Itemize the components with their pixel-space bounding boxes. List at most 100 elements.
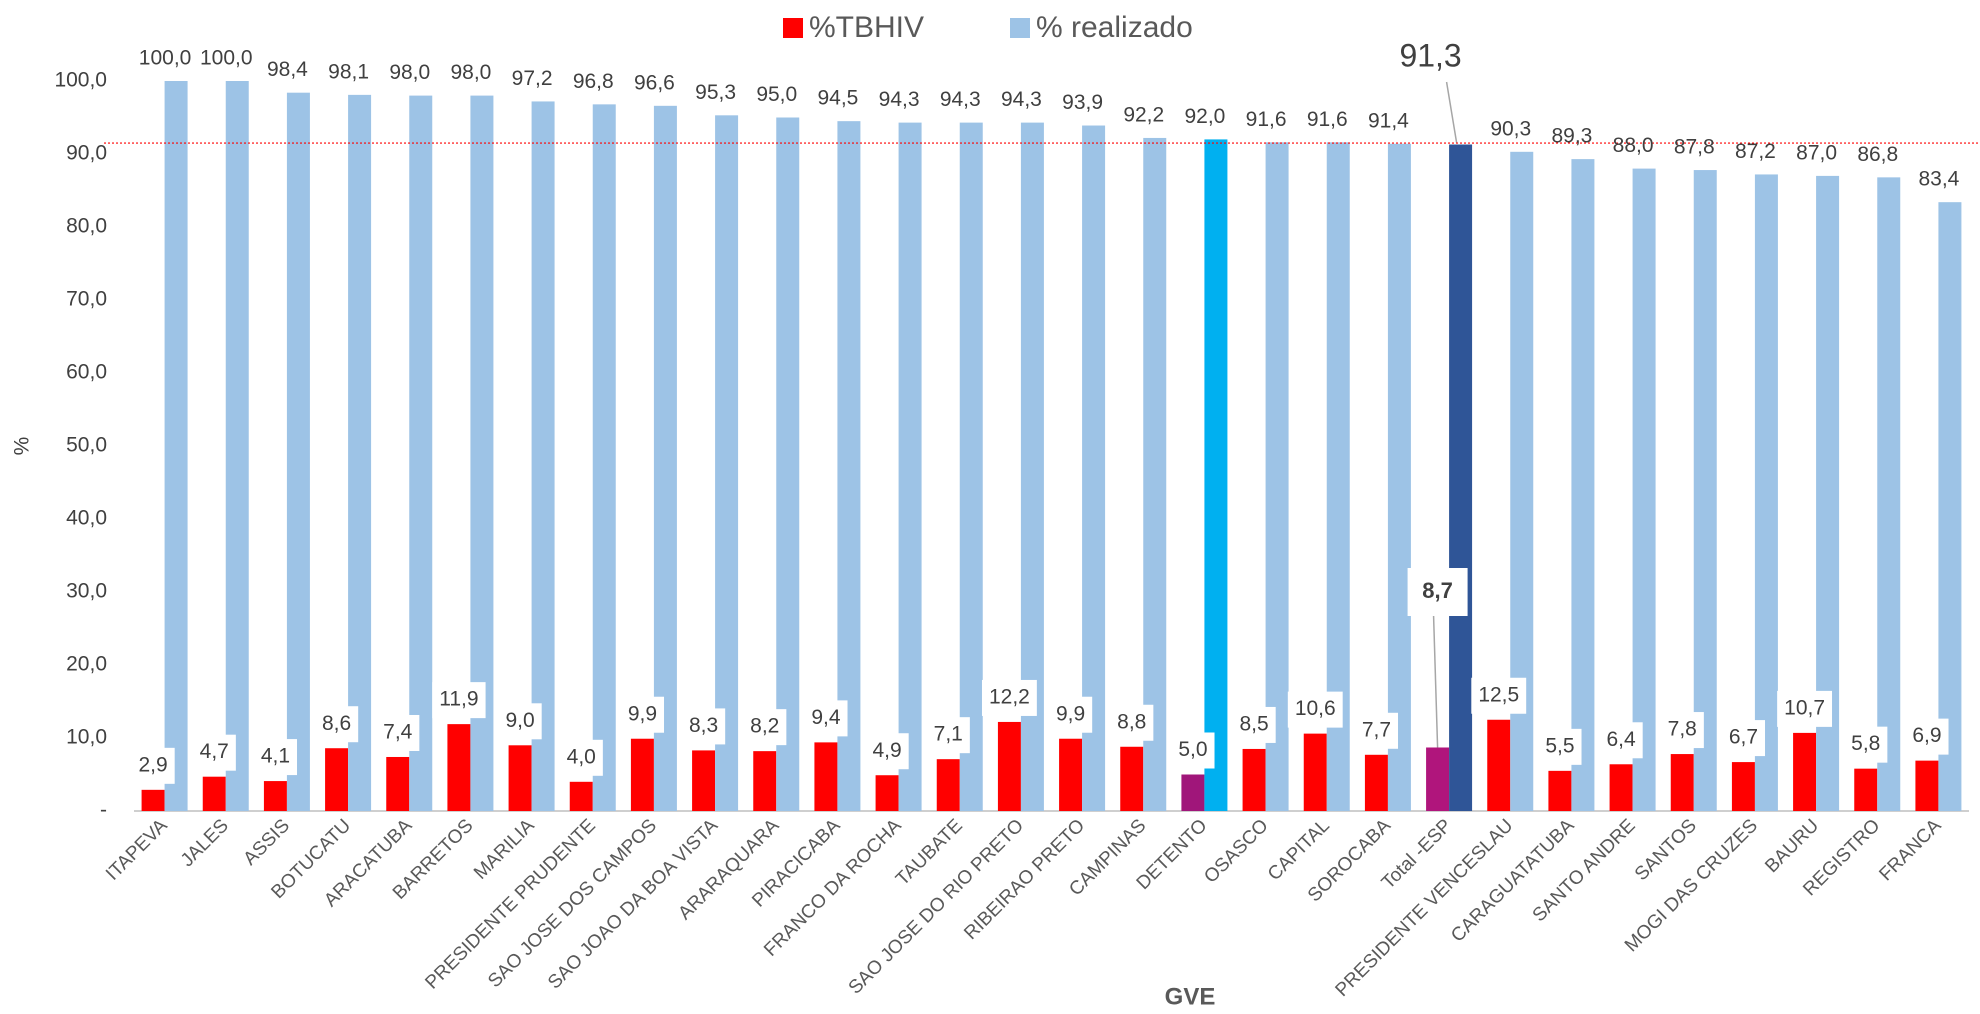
value-label: 86,8 [1857,143,1898,166]
label-box [1538,728,1582,765]
value-label-group: 6,9 [1905,718,1949,755]
y-tick-label: 70,0 [66,288,107,311]
bar [875,775,899,811]
value-label: 97,2 [512,67,553,90]
y-tick-label: 40,0 [66,507,107,530]
bar [653,105,677,811]
bar [692,750,716,811]
bar [1387,143,1411,811]
bar [592,104,616,812]
bar [1181,774,1205,811]
value-label: 87,8 [1674,136,1715,159]
value-label: 98,0 [389,61,430,84]
value-label: 8,6 [322,712,351,735]
value-label: 5,8 [1851,732,1880,755]
value-label: 4,7 [200,740,229,763]
x-tick-label: BAURU [1761,815,1823,877]
y-tick-label: 90,0 [66,142,107,165]
value-label-group: 5,5 [1538,728,1582,765]
y-tick-label: 100,0 [54,69,107,92]
value-label-group: 10,7 [1777,690,1833,727]
label-box [1171,732,1215,769]
value-label-group: 10,6 [1287,691,1343,728]
bar [386,756,410,811]
value-label: 12,5 [1478,683,1519,706]
label-box [131,747,175,784]
label-box [559,739,603,776]
value-label: 2,9 [138,753,167,776]
bar [263,781,287,811]
value-label: 8,3 [689,714,718,737]
bar [630,738,654,811]
value-label-group: 7,8 [1660,712,1704,749]
bar [1120,746,1144,811]
value-label: 100,0 [139,47,192,70]
value-label-group: 6,4 [1599,722,1643,759]
label-box [498,703,542,740]
bar [1265,142,1289,811]
value-label-group: 9,9 [1048,696,1093,733]
callout-leader [1445,81,1458,143]
bar [409,95,433,812]
value-label-group: 8,2 [743,709,787,746]
value-label: 6,4 [1606,728,1636,751]
value-label: 4,9 [872,739,901,762]
value-label: 7,1 [934,723,963,746]
label-box [1844,726,1888,763]
value-label: 90,3 [1490,117,1531,140]
value-label-group: 4,0 [559,739,603,776]
value-label: 4,0 [567,745,596,768]
label-box [1905,718,1949,755]
value-label: 94,5 [817,87,858,110]
bar [1143,137,1167,811]
bar [1487,719,1511,811]
bar [508,745,532,811]
value-label: 12,2 [989,685,1030,708]
bar [1670,754,1694,811]
value-label-group: 5,8 [1844,726,1888,763]
bar [837,121,861,811]
value-label: 91,3 [1399,37,1461,73]
bar [531,101,555,811]
value-label: 98,1 [328,60,369,83]
value-label: 5,5 [1545,734,1574,757]
label-box [1777,690,1833,727]
bar [1754,174,1778,811]
label-box [1110,704,1154,741]
label-box [1407,568,1468,616]
value-label: 91,6 [1246,108,1287,131]
value-label: 11,9 [439,688,478,711]
value-label: 8,8 [1117,710,1146,733]
bar [325,748,349,811]
y-tick-label: - [100,799,107,822]
value-label: 91,6 [1307,108,1348,131]
bar [997,721,1021,811]
value-label: 6,9 [1912,724,1941,747]
bar [1693,170,1717,811]
value-label: 92,2 [1123,103,1164,126]
legend-swatch [1010,18,1030,38]
value-label-group: 6,7 [1721,720,1766,757]
value-label-group: 9,9 [620,696,665,733]
legend-label: %TBHIV [809,11,924,44]
bar [1632,168,1656,812]
bar [225,81,249,811]
x-axis-label: GVE [1165,983,1216,1010]
bar [1877,177,1901,812]
label-box [1660,712,1704,749]
bar [936,759,960,811]
bar [348,94,372,812]
bar [569,781,593,811]
label-box [743,709,787,746]
label-box [1721,720,1766,757]
value-label: 8,5 [1239,712,1268,735]
y-tick-label: 50,0 [66,434,107,457]
label-box [192,734,236,771]
value-label: 9,9 [1056,702,1085,725]
value-label: 83,4 [1918,168,1959,191]
label-box [804,700,848,737]
value-label: 88,0 [1613,134,1654,157]
value-label-group: 9,4 [804,700,848,737]
value-label: 10,7 [1784,696,1825,719]
